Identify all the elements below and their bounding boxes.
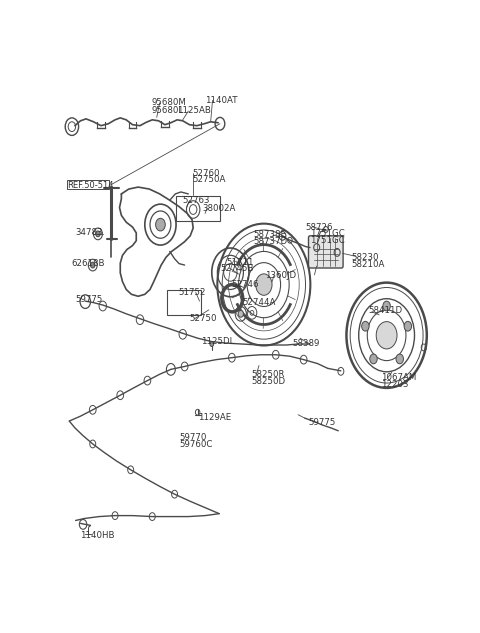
Circle shape	[238, 310, 243, 317]
Text: 58250D: 58250D	[252, 377, 286, 385]
Circle shape	[404, 322, 411, 331]
Text: 1129AE: 1129AE	[198, 413, 232, 422]
Text: 95680L: 95680L	[151, 106, 183, 115]
Text: 1140AT: 1140AT	[205, 96, 238, 105]
Circle shape	[210, 342, 214, 346]
Text: 59775: 59775	[76, 295, 103, 304]
Bar	[176, 196, 220, 221]
Text: 1360JD: 1360JD	[265, 272, 297, 280]
Circle shape	[91, 262, 95, 268]
Bar	[167, 291, 202, 315]
Text: 1125AB: 1125AB	[177, 106, 211, 115]
Text: 58230: 58230	[351, 253, 378, 262]
Text: 1751GC: 1751GC	[310, 229, 345, 239]
Text: 38002A: 38002A	[202, 204, 236, 213]
Text: 58250R: 58250R	[252, 370, 285, 379]
Text: 62618B: 62618B	[71, 259, 105, 268]
Text: 12203: 12203	[381, 380, 408, 389]
Circle shape	[256, 274, 272, 296]
Text: 59770: 59770	[179, 433, 206, 442]
Text: 58737D: 58737D	[253, 237, 288, 246]
Text: 52746: 52746	[231, 280, 259, 289]
Circle shape	[96, 231, 100, 237]
FancyBboxPatch shape	[309, 236, 343, 268]
Text: 52750A: 52750A	[192, 175, 226, 184]
Circle shape	[376, 322, 397, 349]
Text: 58411D: 58411D	[369, 306, 403, 315]
Text: 52745B: 52745B	[221, 265, 254, 273]
Text: 58738E: 58738E	[253, 230, 287, 239]
Text: 52760: 52760	[192, 169, 219, 178]
Text: 52763: 52763	[183, 196, 210, 205]
Text: 52744A: 52744A	[242, 298, 276, 306]
Text: 59760C: 59760C	[179, 440, 213, 449]
Circle shape	[361, 322, 369, 331]
Text: 58210A: 58210A	[351, 260, 384, 268]
Text: 51752: 51752	[178, 288, 206, 297]
Text: 95680M: 95680M	[151, 98, 186, 107]
Circle shape	[383, 301, 390, 311]
Text: 1140HB: 1140HB	[81, 530, 115, 539]
Circle shape	[156, 218, 165, 231]
Text: 52750: 52750	[190, 314, 217, 323]
Circle shape	[370, 354, 377, 364]
Text: 1067AM: 1067AM	[381, 373, 416, 382]
Text: 58726: 58726	[305, 223, 333, 232]
Text: 34783: 34783	[76, 229, 103, 237]
Bar	[67, 180, 109, 189]
Text: 59775: 59775	[309, 418, 336, 427]
Text: 1751GC: 1751GC	[310, 236, 345, 245]
Text: 58389: 58389	[292, 339, 320, 348]
Circle shape	[396, 354, 404, 364]
Text: 1125DL: 1125DL	[201, 337, 234, 346]
Text: 51711: 51711	[227, 258, 254, 266]
Text: REF.50-514: REF.50-514	[67, 181, 113, 190]
